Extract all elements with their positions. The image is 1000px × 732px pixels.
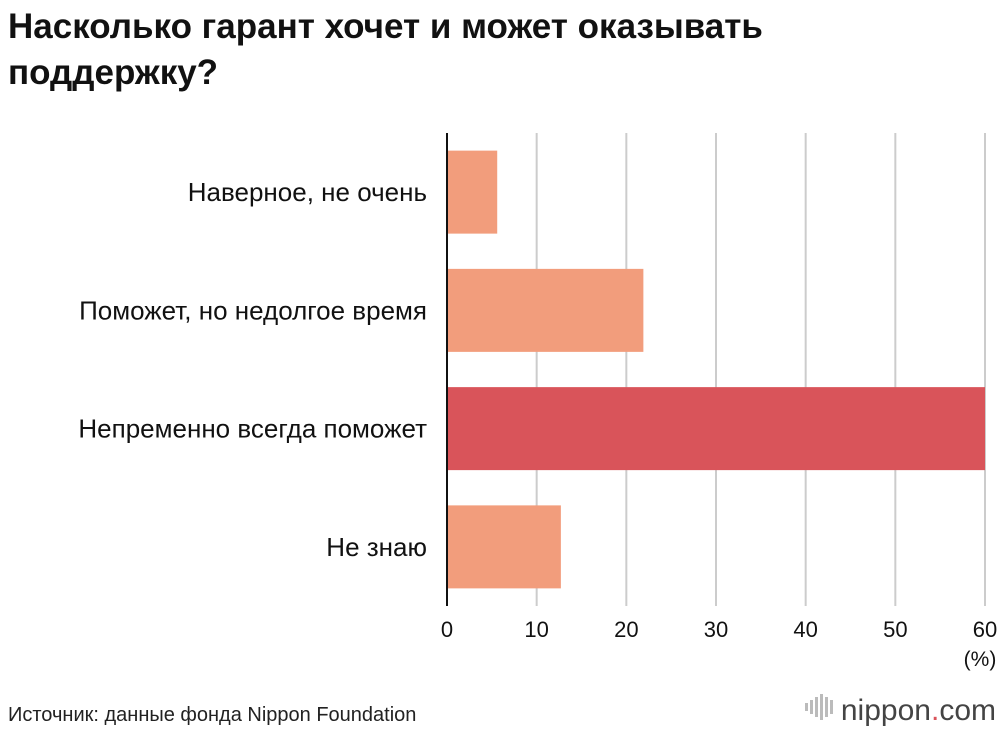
bar	[447, 387, 985, 471]
bar	[447, 150, 498, 234]
bar	[447, 505, 561, 589]
source-note: Источник: данные фонда Nippon Foundation	[8, 704, 417, 726]
tick-label: 60	[973, 617, 997, 642]
x-unit-label: (%)	[964, 648, 997, 671]
brand-logo: nippon. com	[804, 694, 996, 728]
tick-label: 10	[524, 617, 548, 642]
tick-label: 0	[441, 617, 453, 642]
tick-label: 30	[704, 617, 728, 642]
nippon-logo-icon	[804, 694, 835, 728]
category-label: Непременно всегда поможет	[78, 414, 427, 444]
brand-tld: com	[939, 694, 996, 727]
category-label: Поможет, но недолгое время	[79, 295, 427, 325]
tick-label: 20	[614, 617, 638, 642]
bar	[447, 268, 644, 352]
bar-chart: Наверное, не очень Поможет, но недолгое в…	[78, 133, 997, 671]
tick-label: 50	[883, 617, 907, 642]
brand-dot: .	[930, 694, 940, 727]
category-label: Наверное, не очень	[188, 177, 427, 207]
chart-title: Насколько гарант хочет и может оказывать…	[8, 7, 763, 92]
brand-name: nippon	[840, 694, 931, 727]
tick-label: 40	[793, 617, 817, 642]
category-label: Не знаю	[326, 532, 427, 562]
